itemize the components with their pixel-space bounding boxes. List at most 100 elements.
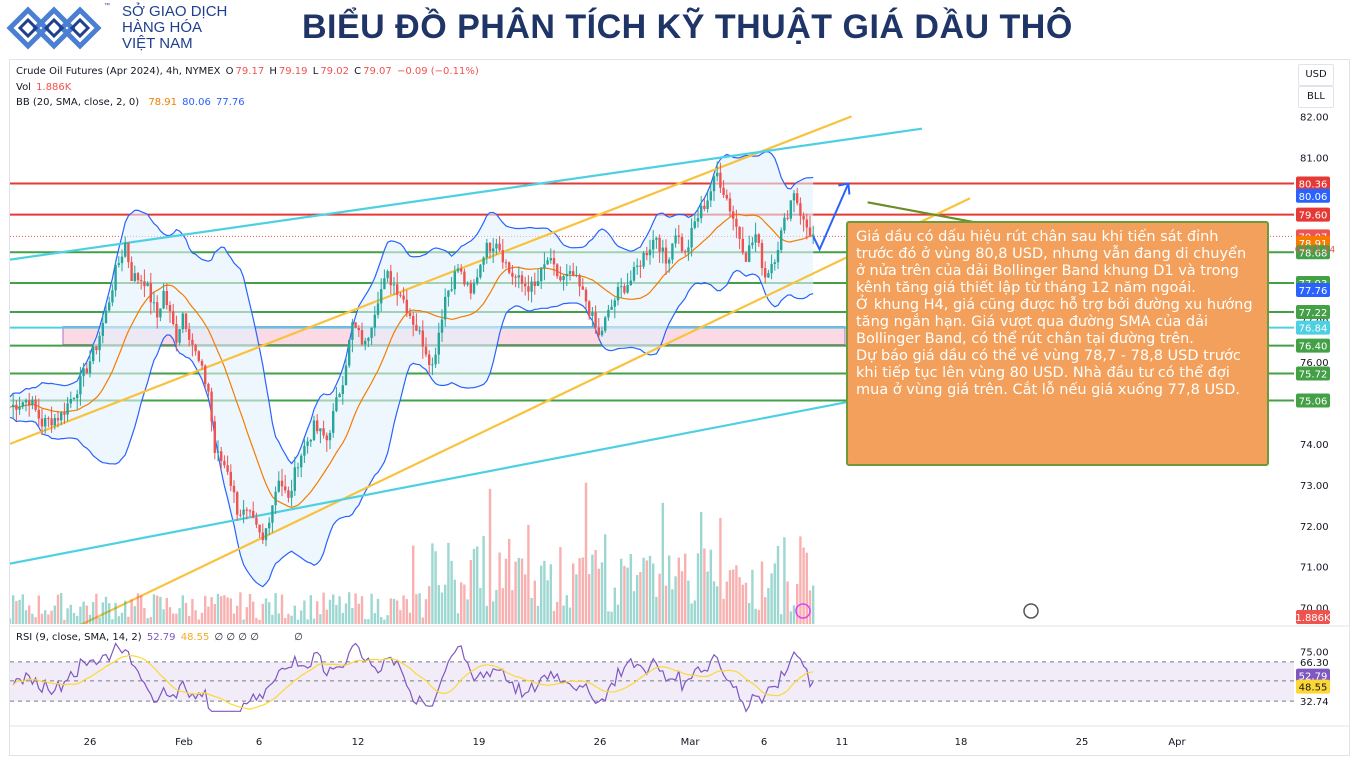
volume-bar [274, 593, 277, 624]
volume-bar [79, 606, 82, 624]
candle-body [92, 346, 95, 362]
price-label-8: 77.22 [1299, 308, 1328, 319]
rsi-tick-label: 66.30 [1300, 658, 1329, 669]
candle-body [53, 417, 56, 426]
volume-bar [252, 601, 255, 624]
legend-vol-label[interactable]: Vol [16, 82, 31, 93]
volume-bar [741, 584, 744, 624]
volume-bar [143, 607, 146, 624]
candle-body [104, 310, 108, 324]
volume-bar [466, 599, 469, 624]
rsi-tick-label: 32.74 [1300, 697, 1329, 708]
volume-bar [277, 613, 280, 624]
volume-bar [101, 602, 104, 624]
candle-body [82, 368, 85, 377]
price-label-bg-9 [1296, 320, 1330, 335]
volume-bar [565, 595, 568, 624]
volume-bar [648, 555, 652, 624]
candle-body [28, 400, 31, 405]
legend-rsi-label[interactable]: RSI (9, close, SMA, 14, 2) [16, 632, 142, 643]
candle-body [655, 237, 658, 240]
volume-bar [255, 617, 258, 624]
volume-bar [764, 597, 767, 624]
price-label-bg-1 [1296, 188, 1330, 203]
price-label-10: 76.40 [1299, 342, 1328, 353]
unit-button[interactable]: BLL [1298, 86, 1334, 108]
candle-body [645, 253, 648, 256]
volume-bar [783, 537, 786, 624]
volume-bar [300, 610, 303, 624]
volume-bar [530, 597, 533, 624]
candle-body [556, 264, 559, 277]
candle-body [636, 265, 639, 267]
candle-body [114, 264, 117, 291]
candle-body [744, 252, 748, 262]
volume-bar [210, 597, 213, 624]
candle-body [354, 322, 357, 328]
candle-body [767, 273, 770, 278]
candle-body [380, 289, 383, 304]
volume-bar [600, 562, 604, 624]
volume-bar [383, 619, 386, 624]
candle-body [418, 330, 421, 332]
price-label-bg-11 [1296, 366, 1330, 381]
candle-body [376, 303, 380, 315]
candle-body [565, 273, 568, 277]
volume-bar [328, 599, 332, 624]
logo-line-1: SỞ GIAO DỊCH [122, 3, 228, 20]
candle-body [159, 308, 162, 318]
volume-bar [773, 563, 776, 624]
volume-bar [748, 602, 751, 624]
volume-bar [12, 595, 15, 624]
annotation-paragraph-1: Giá dầu có dấu hiệu rút chân sau khi tiế… [856, 229, 1247, 296]
volume-bar [290, 615, 293, 624]
volume-bar [261, 603, 264, 624]
volume-bar [10, 618, 12, 624]
volume-bar [412, 545, 415, 624]
volume-bar [127, 616, 130, 624]
volume-bar [296, 619, 300, 624]
candle-body [338, 394, 341, 398]
volume-bar [642, 557, 645, 624]
candle-body [389, 271, 392, 286]
candle-body [495, 243, 498, 249]
candle-body [600, 330, 604, 336]
volume-bar [479, 587, 482, 624]
candle-body [501, 250, 504, 263]
volume-bar [421, 617, 424, 624]
legend-bb-label[interactable]: BB (20, SMA, close, 2, 0) [16, 97, 140, 108]
x-tick-label: 12 [352, 737, 365, 748]
candle-body [479, 264, 482, 278]
rsi-value-label-0: 52.79 [1299, 672, 1328, 683]
volume-bar [72, 613, 76, 624]
candle-body [120, 256, 124, 264]
candle-body [642, 253, 645, 267]
candle-body [421, 330, 424, 347]
candle-body [312, 420, 316, 440]
candle-body [709, 191, 712, 201]
volume-bar [47, 614, 50, 624]
volume-bar [460, 582, 463, 624]
candle-body [543, 264, 546, 269]
candle-body [399, 294, 402, 296]
candle-body [44, 418, 47, 427]
candle-body [66, 403, 69, 415]
candle-body [396, 284, 399, 295]
volume-bar [629, 553, 632, 624]
candle-body [216, 451, 220, 453]
currency-button[interactable]: USD [1298, 64, 1334, 86]
volume-bar [655, 596, 658, 624]
volume-bar [402, 595, 405, 624]
legend-symbol[interactable]: Crude Oil Futures (Apr 2024), 4h, NYMEX [16, 66, 221, 77]
volume-bar [21, 594, 24, 624]
x-tick-label: 25 [1076, 737, 1089, 748]
candle-body [680, 236, 684, 252]
volume-bar [504, 558, 508, 624]
candle-body [623, 286, 626, 293]
volume-bar [735, 565, 738, 624]
candle-body [130, 262, 133, 281]
candle-body [748, 245, 751, 262]
volume-bar [76, 615, 79, 624]
volume-bar [508, 538, 511, 624]
